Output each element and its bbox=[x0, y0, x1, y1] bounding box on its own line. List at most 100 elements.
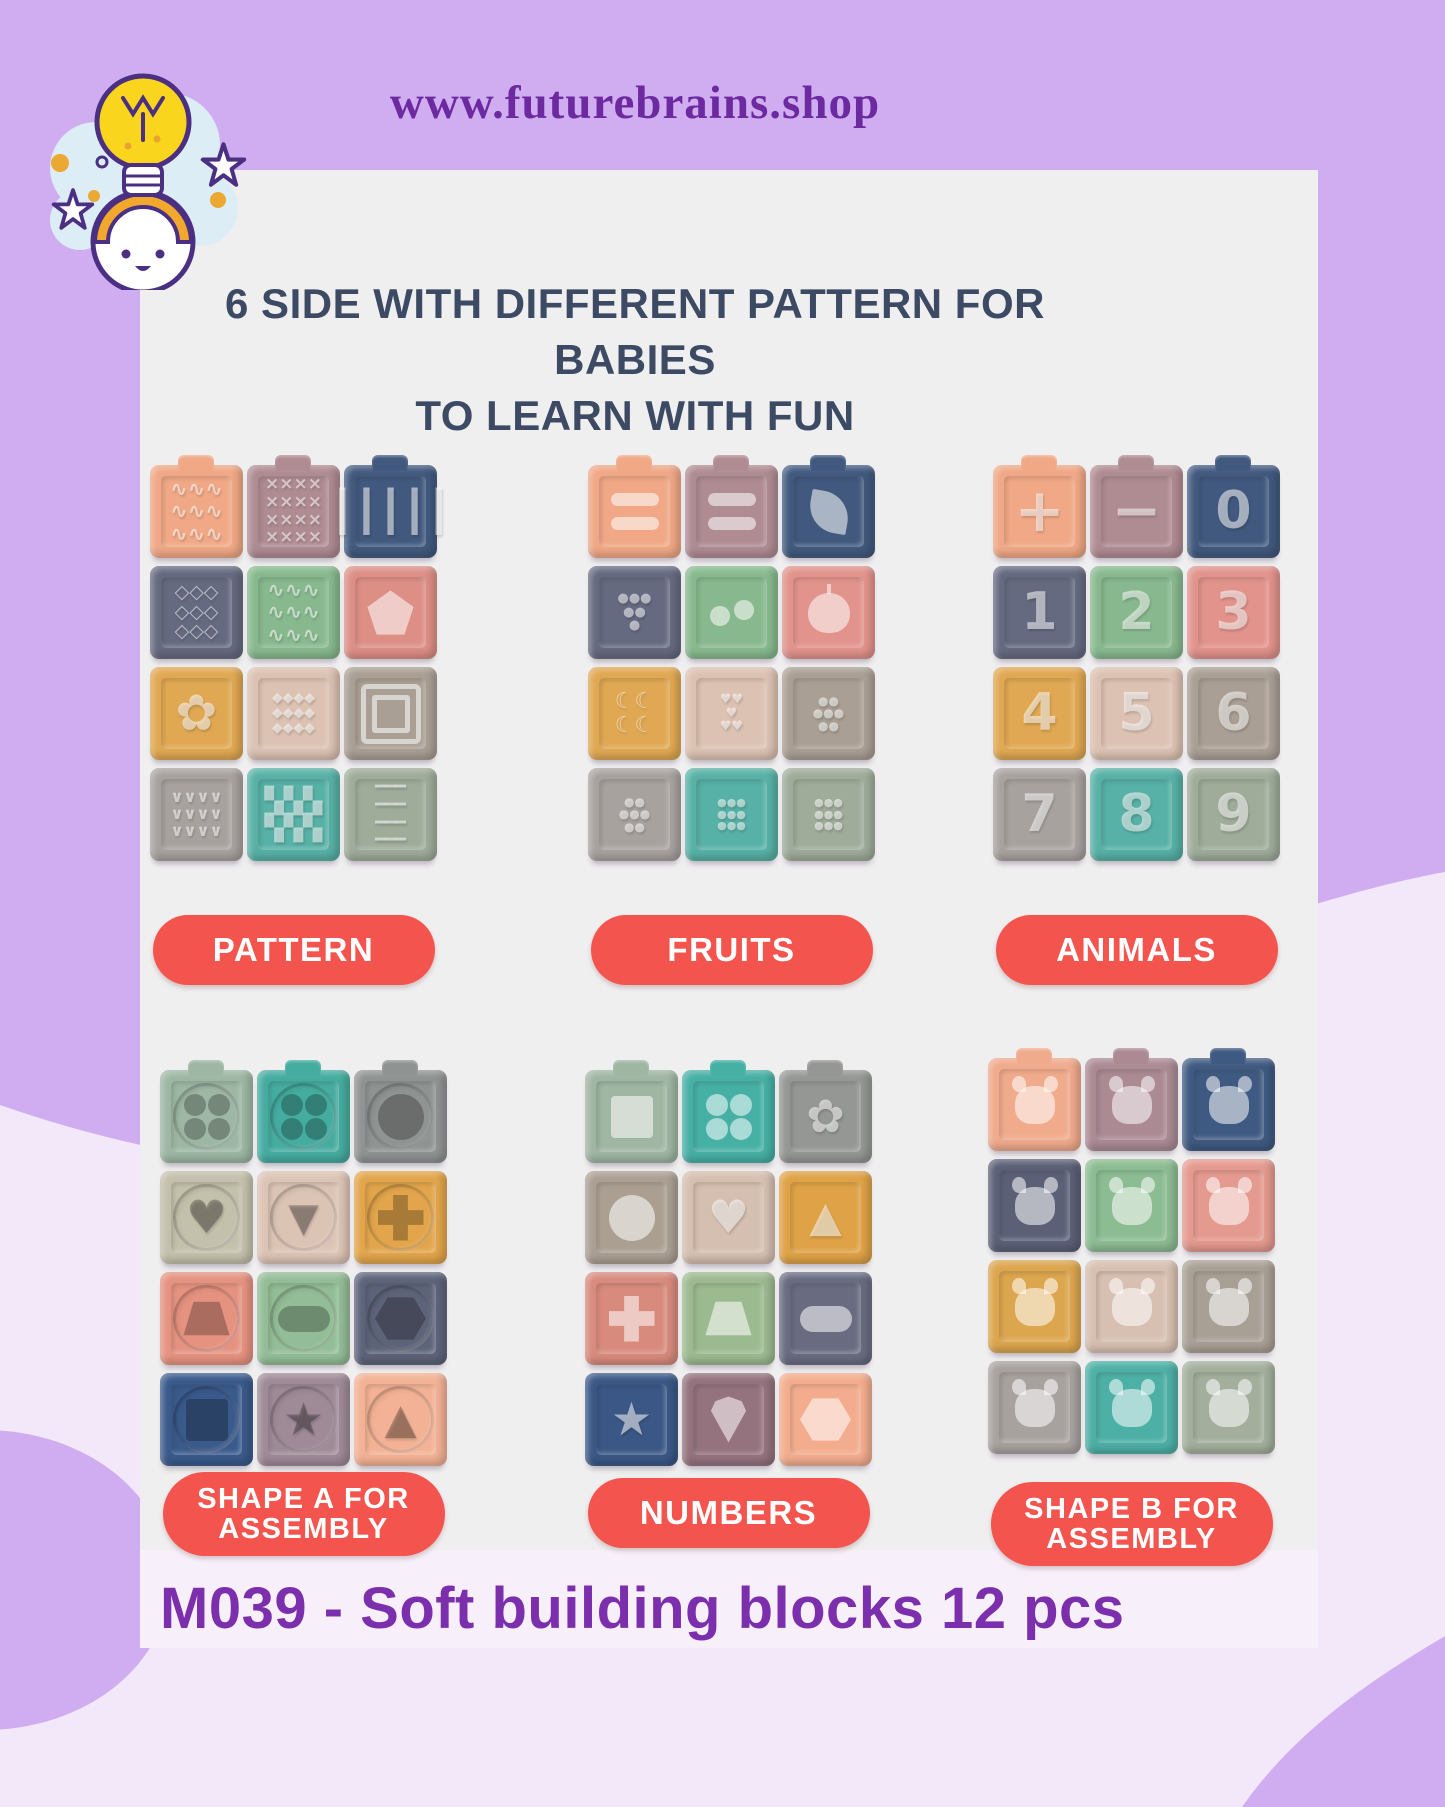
product-caption: M039 - Soft building blocks 12 pcs bbox=[160, 1576, 1125, 1641]
toy-block-cross-stud bbox=[585, 1272, 678, 1365]
block-motif-trapezoid-stud bbox=[705, 1301, 752, 1336]
block-motif-cross-stud bbox=[608, 1295, 655, 1342]
block-motif-pears: ●●● ●●● ●●● bbox=[717, 796, 746, 833]
toy-block-cone-cutout: ▲ bbox=[354, 1373, 447, 1466]
category-label-shape-a: SHAPE A FOR ASSEMBLY bbox=[162, 1472, 445, 1556]
block-motif-banana-bars bbox=[707, 493, 756, 506]
block-motif-minus-sign: − bbox=[1111, 476, 1162, 546]
block-motif-vertical-ribs: ┃┃┃┃┃ bbox=[330, 488, 451, 535]
toy-block-plus-sign: + bbox=[993, 455, 1086, 558]
block-motif-diamond-mesh: ◆◆◆◆ ◆◆◆◆ ◆◆◆◆ bbox=[271, 690, 316, 736]
block-motif-star-stud: ★ bbox=[610, 1392, 653, 1447]
block-motif-crab bbox=[1011, 1277, 1058, 1326]
toy-block-plums: ●● ●●● ●● bbox=[782, 667, 875, 760]
toy-block-clover-cutout bbox=[160, 1060, 253, 1163]
lightbulb-icon bbox=[94, 73, 192, 197]
toy-block-circle-stud bbox=[585, 1171, 678, 1264]
block-motif-teddy-bear bbox=[1205, 1378, 1252, 1427]
block-grid: + −0 1 2 3 4 5 6 7 8 9 bbox=[993, 455, 1280, 861]
toy-block-apple bbox=[782, 566, 875, 659]
heading-line1: 6 SIDE WITH DIFFERENT PATTERN FOR BABIES bbox=[225, 280, 1045, 383]
toy-block-number-5: 5 bbox=[1090, 667, 1183, 760]
toy-block-horizontal-ribs: ━━━ ━━━ ━━━ ━━━ bbox=[344, 768, 437, 861]
toy-block-trapezoid-stud bbox=[682, 1272, 775, 1365]
star-icon bbox=[51, 188, 95, 230]
toy-block-apples: ●●● ●●● ●●● bbox=[782, 768, 875, 861]
toy-block-heart-cutout: ♥ bbox=[160, 1171, 253, 1264]
block-motif-horizontal-ribs: ━━━ ━━━ ━━━ ━━━ bbox=[375, 776, 406, 851]
block-motif-cross-stitch: ×××× ×××× ×××× ×××× bbox=[265, 473, 322, 548]
block-grid bbox=[988, 1048, 1275, 1454]
block-motif-flower-stud: ✿ bbox=[806, 1089, 845, 1144]
toy-block-seahorses bbox=[1085, 1048, 1178, 1151]
toy-block-rabbit bbox=[988, 1361, 1081, 1454]
block-motif-cow bbox=[1108, 1176, 1155, 1225]
block-motif-chevron-waves: ∿∿∿ ∿∿∿ ∿∿∿ bbox=[170, 477, 223, 546]
block-motif-rabbit bbox=[1011, 1378, 1058, 1427]
block-motif-clover-cutout bbox=[183, 1093, 206, 1116]
toy-block-minus-sign: − bbox=[1090, 455, 1183, 558]
block-motif-number-3: 3 bbox=[1215, 582, 1252, 643]
block-motif-lion bbox=[1108, 1277, 1155, 1326]
block-motif-number-9: 9 bbox=[1215, 784, 1252, 845]
toy-block-triangle-cutout: ▼ bbox=[257, 1171, 350, 1264]
category-label-numbers: NUMBERS bbox=[587, 1478, 870, 1548]
toy-block-pears: ●●● ●●● ●●● bbox=[685, 768, 778, 861]
toy-block-pentagon-flower: ✿ bbox=[150, 667, 243, 760]
toy-block-trapezoid-cutout bbox=[160, 1272, 253, 1365]
block-group-numbers: ✿ ♥ ▲ ★ NUMBERS bbox=[585, 1060, 872, 1548]
block-motif-number-8: 8 bbox=[1118, 784, 1155, 845]
block-motif-grapes: ●●● ●● ● bbox=[617, 591, 652, 634]
circle-well bbox=[173, 1083, 240, 1150]
block-grid: ♥ ▼ ★ ▲ bbox=[160, 1060, 447, 1466]
toy-block-vertical-ribs: ┃┃┃┃┃ bbox=[330, 455, 451, 558]
toy-block-crab bbox=[988, 1260, 1081, 1353]
block-motif-heart-cutout: ♥ bbox=[185, 1190, 228, 1245]
toy-block-number-4: 4 bbox=[993, 667, 1086, 760]
block-motif-square-cutout bbox=[185, 1398, 228, 1441]
label-line: ASSEMBLY bbox=[1046, 1523, 1217, 1555]
block-motif-leaf bbox=[805, 488, 852, 535]
toy-block-lion bbox=[1085, 1260, 1178, 1353]
category-label-pattern: PATTERN bbox=[152, 915, 435, 985]
block-group-fruits: ●●● ●● ● ☾☾ ☾☾ ♥♥ ♥ ♥♥ ●● ●●● ●● ●● ●●● ●● ●●… bbox=[588, 455, 875, 985]
toy-block-apples: ●● ●●● ●● bbox=[588, 768, 681, 861]
block-motif-seahorses bbox=[1108, 1075, 1155, 1124]
block-motif-bar-stud bbox=[799, 1305, 852, 1332]
circle-well bbox=[270, 1083, 337, 1150]
background-purple-blob bbox=[0, 1430, 170, 1730]
toy-block-clover-cutout bbox=[257, 1060, 350, 1163]
toy-block-cross-cutout bbox=[354, 1171, 447, 1264]
orange-dot-icon bbox=[210, 192, 226, 208]
block-motif-waves: ∿∿∿ ∿∿∿ ∿∿∿ bbox=[267, 578, 320, 647]
block-motif-plus-sign: + bbox=[1014, 476, 1065, 546]
label-line: SHAPE B FOR bbox=[1024, 1492, 1239, 1525]
toy-block-banana-bars bbox=[685, 455, 778, 558]
block-motif-heart-stud: ♥ bbox=[707, 1190, 750, 1245]
block-motif-number-4: 4 bbox=[1021, 683, 1058, 744]
block-group-shape-b: SHAPE B FOR ASSEMBLY bbox=[988, 1048, 1275, 1566]
toy-block-flower-stud: ✿ bbox=[779, 1060, 872, 1163]
toy-block-square-rings bbox=[344, 667, 437, 760]
toy-block-fan-stud bbox=[682, 1373, 775, 1466]
block-motif-plums: ●● ●●● ●● bbox=[812, 693, 845, 733]
futurebrains-logo bbox=[50, 73, 247, 290]
toy-block-chevron-waves: ∿∿∿ ∿∿∿ ∿∿∿ bbox=[150, 455, 243, 558]
block-grid: ∿∿∿ ∿∿∿ ∿∿∿ ×××× ×××× ×××× ×××× ┃┃┃┃┃ ◇◇◇ ◇… bbox=[150, 455, 451, 861]
toy-block-diamond-mesh: ◆◆◆◆ ◆◆◆◆ ◆◆◆◆ bbox=[247, 667, 340, 760]
toy-block-diamond-lattice: ◇◇◇ ◇◇◇ ◇◇◇ bbox=[150, 566, 243, 659]
block-motif-circle-cutout bbox=[377, 1093, 424, 1140]
toy-block-teddy-bear bbox=[1182, 1361, 1275, 1454]
toy-block-bar-stud bbox=[779, 1272, 872, 1365]
block-motif-cone-cutout: ▲ bbox=[384, 1394, 417, 1444]
toy-block-clover-stud bbox=[682, 1060, 775, 1163]
toy-block-banana-bars bbox=[588, 455, 681, 558]
block-motif-pig bbox=[1205, 1176, 1252, 1225]
block-motif-bear bbox=[1205, 1277, 1252, 1326]
block-motif-hexagon-cutout bbox=[375, 1297, 426, 1340]
label-line: ASSEMBLY bbox=[218, 1513, 389, 1545]
toy-block-checkerboard: ▚▚▚ ▚▚▚ bbox=[247, 768, 340, 861]
page-title: 6 SIDE WITH DIFFERENT PATTERN FOR BABIES… bbox=[140, 276, 1130, 444]
toy-block-zigzag-ribs: ∨∨∨∨ ∨∨∨∨ ∨∨∨∨ bbox=[150, 768, 243, 861]
